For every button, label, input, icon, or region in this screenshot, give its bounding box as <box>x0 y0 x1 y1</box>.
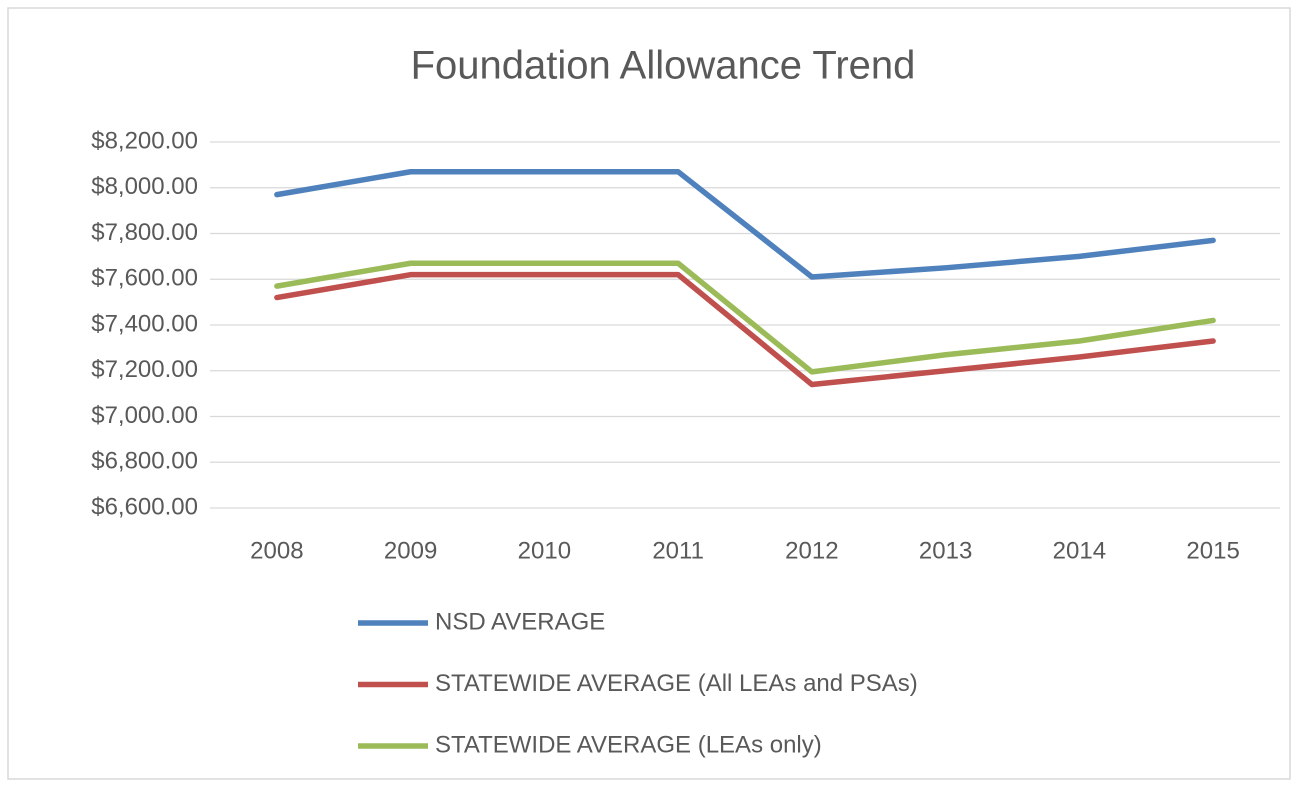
y-tick-label: $7,200.00 <box>91 356 198 383</box>
x-tick-label: 2010 <box>518 537 571 564</box>
x-tick-label: 2014 <box>1053 537 1106 564</box>
y-tick-label: $7,400.00 <box>91 310 198 337</box>
series-line <box>274 168 1216 280</box>
x-tick-label: 2011 <box>652 537 704 564</box>
y-tick-label: $7,600.00 <box>91 265 198 292</box>
legend-label: STATEWIDE AVERAGE (All LEAs and PSAs) <box>435 670 918 697</box>
series-line <box>274 271 1216 388</box>
x-tick-label: 2008 <box>250 537 303 564</box>
y-tick-label: $6,800.00 <box>91 448 198 475</box>
x-tick-label: 2015 <box>1186 537 1239 564</box>
legend-label: STATEWIDE AVERAGE (LEAs only) <box>435 731 822 758</box>
x-tick-label: 2009 <box>384 537 437 564</box>
chart-frame <box>7 7 1291 780</box>
y-tick-label: $7,000.00 <box>91 402 198 429</box>
y-tick-label: $7,800.00 <box>91 219 198 246</box>
legend-label: NSD AVERAGE <box>435 608 605 635</box>
x-tick-label: 2013 <box>919 537 972 564</box>
y-tick-label: $8,200.00 <box>91 127 198 154</box>
chart-title: Foundation Allowance Trend <box>411 44 916 88</box>
series-line <box>274 260 1216 375</box>
x-tick-label: 2012 <box>785 537 838 564</box>
y-tick-label: $8,000.00 <box>91 173 198 200</box>
y-tick-label: $6,600.00 <box>91 493 198 520</box>
